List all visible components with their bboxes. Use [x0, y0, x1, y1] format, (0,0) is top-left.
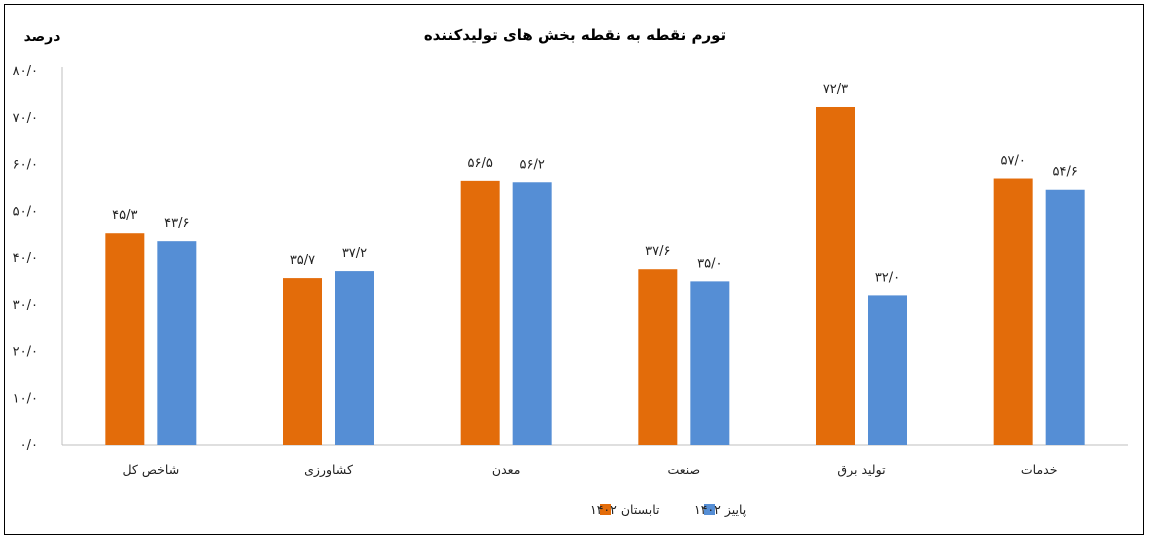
bar — [690, 281, 730, 445]
y-tick-label: ۲۰/۰ — [13, 345, 38, 360]
bar — [157, 241, 197, 445]
data-label: ۴۵/۳ — [112, 208, 137, 223]
plot-area: ۰/۰ ۱۰/۰ ۲۰/۰ ۳۰/۰ ۴۰/۰ ۵۰/۰ ۶۰/۰ ۷۰/۰ ۸۰/۰ ۴۵/۳ ۴… — [13, 64, 1128, 478]
y-tick-label: ۴۰/۰ — [13, 251, 38, 266]
bar — [283, 278, 322, 445]
legend-swatch — [600, 504, 611, 515]
bar — [512, 182, 552, 445]
bar — [1045, 189, 1085, 445]
legend: تابستان ۱۴۰۲ پاییز ۱۴۰۲ — [590, 502, 747, 518]
legend-label: تابستان ۱۴۰۲ — [590, 502, 660, 517]
data-label: ۴۳/۶ — [164, 216, 189, 231]
data-label: ۵۴/۶ — [1053, 165, 1078, 180]
y-tick-label: ۰/۰ — [20, 438, 38, 453]
legend-swatch — [704, 504, 715, 515]
data-label: ۳۷/۲ — [342, 246, 367, 261]
chart-title: تورم نقطه به نقطه بخش های تولیدکننده — [424, 26, 726, 44]
bar — [335, 271, 374, 445]
y-axis-unit-label: درصد — [24, 29, 61, 45]
bar — [993, 178, 1033, 445]
y-tick-label: ۷۰/۰ — [13, 111, 38, 126]
x-tick-label: کشاورزی — [304, 462, 353, 478]
y-tick-label: ۶۰/۰ — [13, 158, 38, 173]
legend-label: پاییز ۱۴۰۲ — [694, 502, 747, 518]
bar — [460, 180, 500, 446]
data-label: ۳۷/۶ — [645, 244, 670, 259]
data-label: ۳۵/۰ — [697, 256, 722, 271]
y-tick-label: ۵۰/۰ — [13, 204, 38, 219]
x-tick-label: تولید برق — [837, 462, 886, 478]
data-label: ۵۶/۵ — [468, 156, 493, 171]
data-label: ۵۶/۲ — [520, 157, 545, 172]
x-tick-label: شاخص کل — [122, 462, 179, 478]
bar — [868, 295, 907, 445]
bar — [105, 233, 145, 445]
x-tick-label: خدمات — [1021, 462, 1058, 477]
data-label: ۵۷/۰ — [1001, 154, 1026, 169]
x-tick-label: صنعت — [667, 462, 700, 477]
bar — [816, 106, 855, 445]
data-label: ۳۵/۷ — [290, 253, 315, 268]
x-tick-label: معدن — [492, 462, 520, 477]
y-tick-label: ۸۰/۰ — [13, 64, 38, 79]
y-tick-label: ۳۰/۰ — [13, 298, 38, 313]
data-label: ۳۲/۰ — [875, 270, 900, 285]
data-label: ۷۲/۳ — [823, 82, 848, 97]
bar — [638, 269, 678, 445]
y-tick-label: ۱۰/۰ — [13, 391, 38, 406]
